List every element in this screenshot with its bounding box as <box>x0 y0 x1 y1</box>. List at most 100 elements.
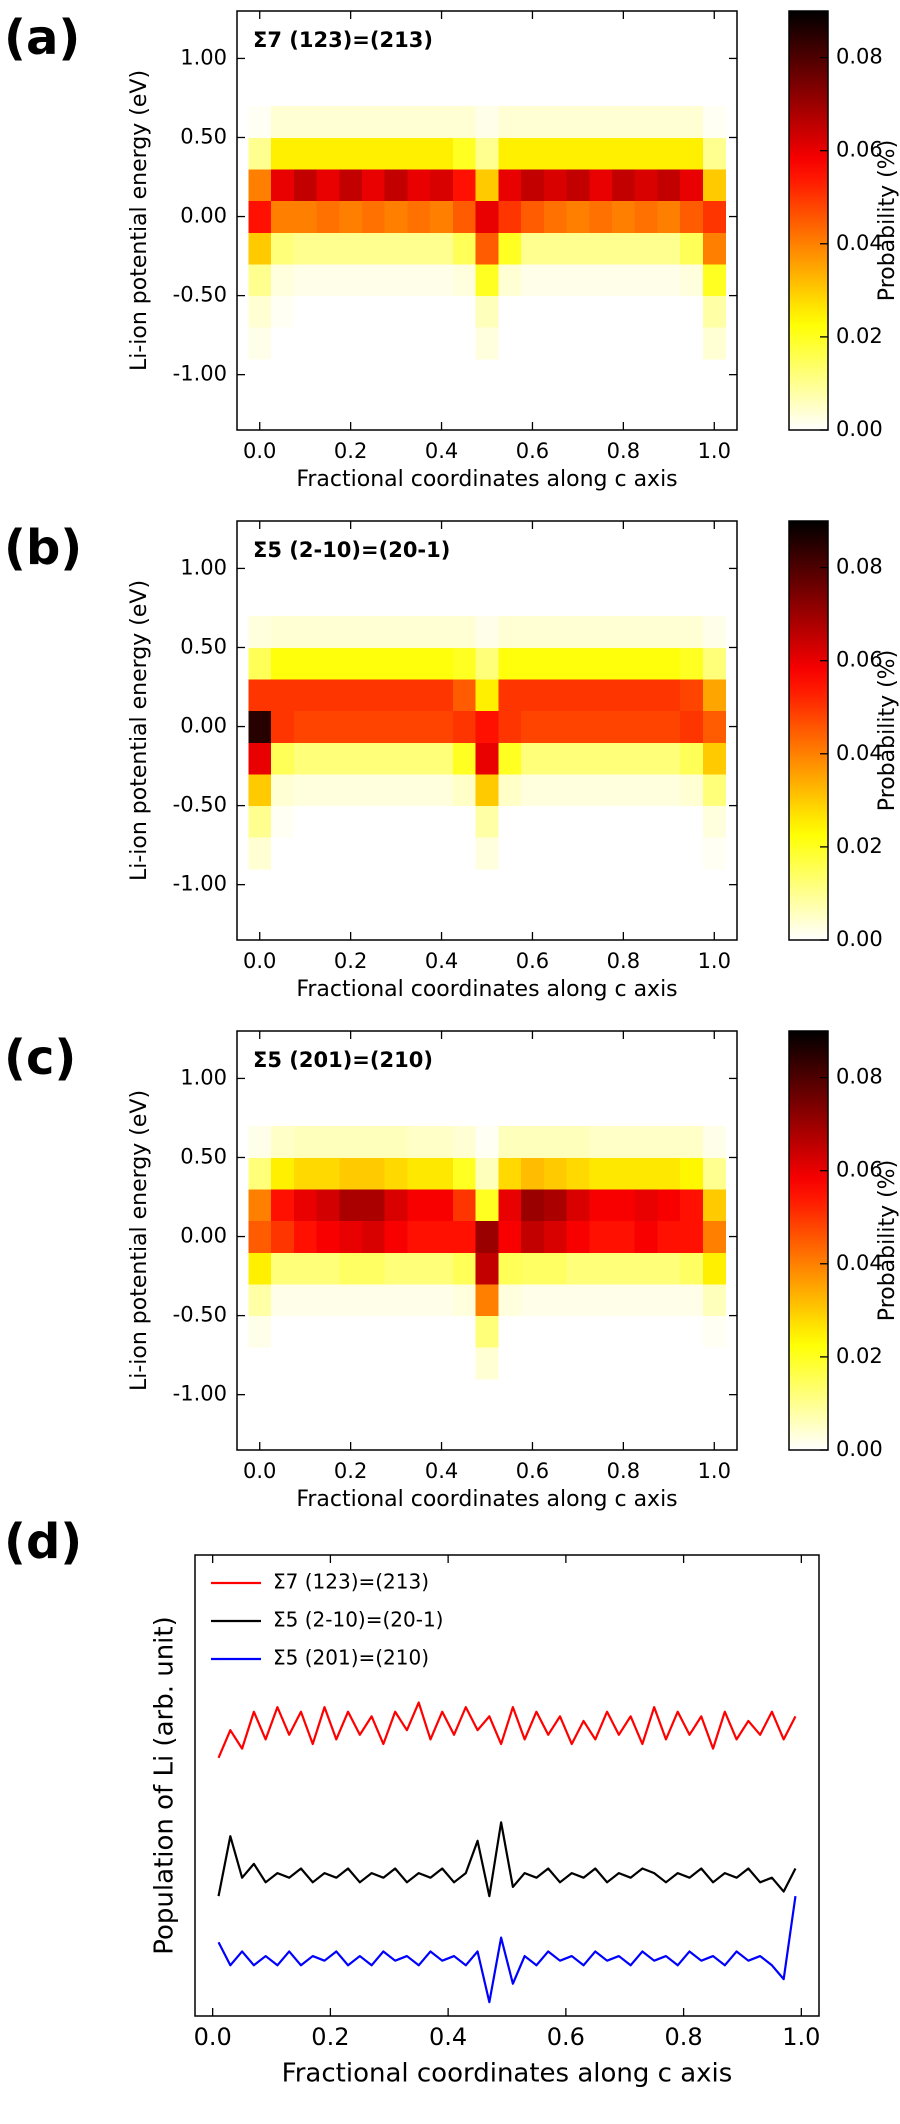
heatmap-cell <box>566 263 590 297</box>
heatmap-cell <box>543 137 568 170</box>
heatmap-cell <box>362 105 386 138</box>
panel-label: (a) <box>4 10 80 66</box>
heatmap-cell <box>430 837 454 870</box>
y-tick-label: 1.00 <box>180 1065 227 1089</box>
annotation: Σ5 (2-10)=(20-1) <box>253 538 450 562</box>
x-tick-label: 0.4 <box>425 949 458 973</box>
heatmap-cell <box>248 1157 272 1190</box>
heatmap-cell <box>362 137 386 170</box>
heatmap-cell <box>248 327 272 360</box>
heatmap-cell <box>589 263 613 297</box>
heatmap-cell <box>452 1283 477 1317</box>
heatmap-cell <box>702 1347 727 1380</box>
heatmap-cell <box>702 679 727 712</box>
heatmap-cell <box>543 742 568 775</box>
heatmap-cell <box>248 1189 272 1222</box>
heatmap-cell <box>589 1189 613 1222</box>
heatmap-cell <box>430 263 454 297</box>
heatmap-cell <box>407 1189 431 1222</box>
heatmap-cell <box>521 679 545 712</box>
heatmap-cell <box>384 105 408 138</box>
heatmap-cell <box>362 1220 386 1253</box>
x-axis-label: Fractional coordinates along c axis <box>296 467 677 492</box>
heatmap-cell <box>702 137 727 170</box>
heatmap-cell <box>702 1125 727 1158</box>
x-tick-label: 0.0 <box>243 439 276 463</box>
heatmap-cell <box>680 169 704 202</box>
heatmap-cell <box>589 1220 613 1253</box>
heatmap-cell <box>612 200 636 233</box>
heatmap-cell <box>475 1315 499 1348</box>
heatmap-cell <box>339 1347 363 1380</box>
colorbar-tick-label: 0.06 <box>836 648 883 672</box>
heatmap-cell <box>339 805 363 838</box>
heatmap-cell <box>566 647 590 680</box>
colorbar <box>788 1030 829 1451</box>
heatmap-cell <box>475 169 499 202</box>
y-axis-label: Population of Li (arb. unit) <box>150 1616 180 1954</box>
heatmap-cell <box>566 1252 590 1285</box>
y-axis-label: Li-ion potential energy (eV) <box>127 580 152 881</box>
heatmap-cell <box>362 679 386 712</box>
heatmap-cell <box>339 169 363 202</box>
heatmap-cell <box>271 679 295 712</box>
heatmap-cell <box>452 137 477 170</box>
heatmap-cell <box>339 295 363 328</box>
heatmap-cell <box>475 1125 499 1158</box>
heatmap-cell <box>612 232 636 265</box>
heatmap-cell <box>498 295 522 328</box>
heatmap-cell <box>589 710 613 743</box>
heatmap-cell <box>543 1125 568 1158</box>
heatmap-cell <box>521 327 545 360</box>
heatmap-cell <box>475 773 499 807</box>
heatmap-cell <box>634 710 658 743</box>
heatmap-cell <box>521 137 545 170</box>
heatmap-cell <box>543 169 568 202</box>
heatmap-cell <box>612 1220 636 1253</box>
colorbar-label: Probability (%) <box>875 650 900 811</box>
line-series <box>217 1895 797 2004</box>
heatmap-cell <box>452 1252 477 1285</box>
heatmap-cell <box>475 1347 499 1380</box>
colorbar-tick-label: 0.04 <box>836 741 883 765</box>
heatmap-cell <box>384 232 408 265</box>
heatmap-cell <box>634 1220 658 1253</box>
heatmap-cell <box>702 1157 727 1190</box>
heatmap-cell <box>362 615 386 648</box>
heatmap-cell <box>566 327 590 360</box>
heatmap-cell <box>362 1347 386 1380</box>
heatmap-cell <box>521 647 545 680</box>
heatmap-cell <box>362 710 386 743</box>
colorbar <box>788 520 829 941</box>
heatmap-cell <box>339 137 363 170</box>
heatmap-cell <box>293 137 318 170</box>
heatmap-cell <box>407 710 431 743</box>
heatmap-cell <box>452 710 477 743</box>
heatmap-cell <box>384 805 408 838</box>
heatmap-cell <box>293 1252 318 1285</box>
heatmap-cell <box>293 647 318 680</box>
heatmap-cell <box>543 1252 568 1285</box>
heatmap-cell <box>521 263 545 297</box>
heatmap-cell <box>248 742 272 775</box>
heatmap-cell <box>293 615 318 648</box>
heatmap-cell <box>702 805 727 838</box>
heatmap-cell <box>271 647 295 680</box>
heatmap-cell <box>521 295 545 328</box>
heatmap-cell <box>452 647 477 680</box>
heatmap-cell <box>316 200 340 233</box>
heatmap-cell <box>566 805 590 838</box>
x-tick-label: 1.0 <box>782 2023 820 2051</box>
heatmap-cell <box>339 742 363 775</box>
heatmap-cell <box>384 1315 408 1348</box>
heatmap-cell <box>384 263 408 297</box>
heatmap-cell <box>612 1125 636 1158</box>
heatmap-cell <box>362 837 386 870</box>
heatmap-cell <box>271 773 295 807</box>
heatmap-cell <box>657 1220 681 1253</box>
x-tick-label: 0.2 <box>311 2023 349 2051</box>
heatmap-cell <box>657 710 681 743</box>
panel-label: (b) <box>4 520 82 576</box>
heatmap-cell <box>293 773 318 807</box>
heatmap-cell <box>407 679 431 712</box>
